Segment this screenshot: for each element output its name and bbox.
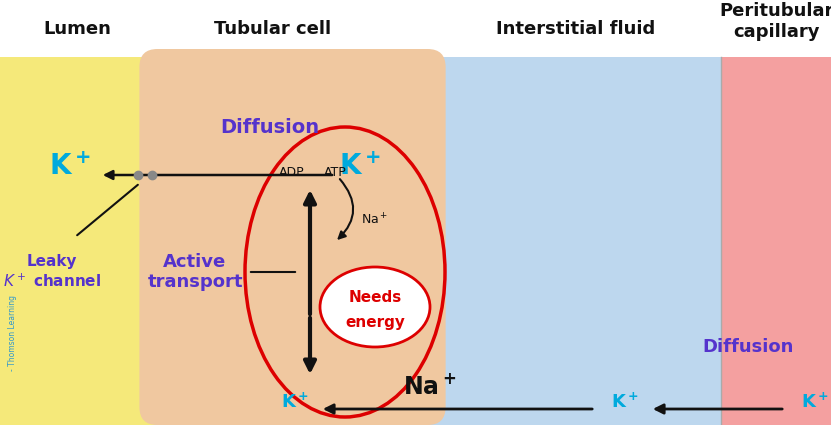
Text: Lumen: Lumen <box>44 20 111 37</box>
Text: $\bf{K^+}$: $\bf{K^+}$ <box>801 392 829 412</box>
Text: Na$^+$: Na$^+$ <box>361 212 389 228</box>
Bar <box>721 57 831 425</box>
Text: Tubular cell: Tubular cell <box>214 20 331 37</box>
Text: Interstitial fluid: Interstitial fluid <box>496 20 655 37</box>
Bar <box>0 57 155 425</box>
Text: Peritubular
capillary: Peritubular capillary <box>719 2 831 41</box>
Text: ATP: ATP <box>323 165 347 178</box>
Bar <box>0 0 831 57</box>
Text: $\bf{Na^+}$: $\bf{Na^+}$ <box>403 374 457 400</box>
Text: Needs: Needs <box>348 289 401 304</box>
Text: energy: energy <box>345 315 405 331</box>
Text: $\bf{K^+}$: $\bf{K^+}$ <box>611 392 639 412</box>
Text: $\bf{K^+}$: $\bf{K^+}$ <box>281 392 309 412</box>
Bar <box>155 57 721 425</box>
Text: Diffusion: Diffusion <box>220 117 320 136</box>
FancyBboxPatch shape <box>140 49 445 425</box>
Text: Active
transport: Active transport <box>147 252 243 292</box>
Text: - Thomson Learning: - Thomson Learning <box>8 295 17 371</box>
Text: ADP: ADP <box>279 165 305 178</box>
Text: $\bf{K^+}$: $\bf{K^+}$ <box>339 153 381 181</box>
Text: $\bf{K^+}$: $\bf{K^+}$ <box>49 153 91 181</box>
Text: Leaky
$K^+$ channel: Leaky $K^+$ channel <box>3 255 101 289</box>
Ellipse shape <box>320 267 430 347</box>
Text: Diffusion: Diffusion <box>702 338 794 356</box>
